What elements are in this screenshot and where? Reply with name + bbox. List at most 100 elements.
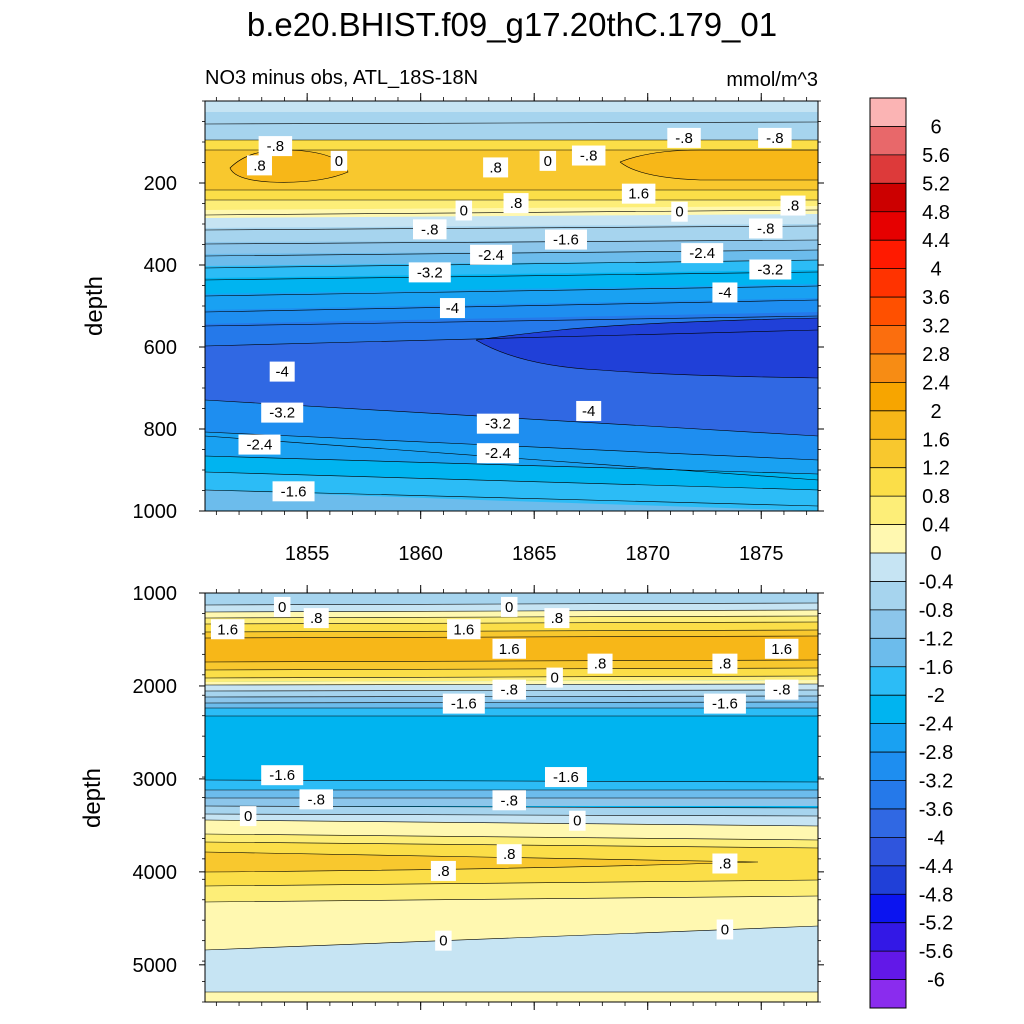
contour-label-box bbox=[716, 919, 734, 940]
bottom-contour-labels: 0 .8 1.6 0 .8 1.6 1.6 .8 0 .8 1.6 -.8 -.8 -1.6 -1.6 -1.… bbox=[210, 596, 799, 951]
contour-label-box bbox=[272, 481, 315, 502]
contour-label-box bbox=[569, 810, 586, 831]
contour-label-box bbox=[303, 608, 329, 629]
contour-label-text: 0 bbox=[460, 202, 468, 219]
contour-label: -1.6 bbox=[544, 229, 587, 250]
contour-label-text: -4 bbox=[582, 403, 595, 420]
contour-label: -3.2 bbox=[749, 259, 792, 280]
colorbar-swatch bbox=[870, 382, 906, 412]
contour-label-text: .8 bbox=[551, 610, 564, 627]
contour-label: .8 bbox=[246, 155, 272, 176]
contour-label-text: 0 bbox=[573, 813, 581, 830]
contour-label-box bbox=[780, 195, 806, 216]
bottom-band-mid bbox=[205, 716, 818, 782]
contour-label-box bbox=[703, 693, 746, 714]
contour-label: 1.6 bbox=[764, 638, 799, 659]
contour-label-text: 0 bbox=[244, 808, 252, 825]
contour-label-box bbox=[671, 201, 688, 222]
contour-label-text: .8 bbox=[510, 195, 523, 212]
contour-label-text: .8 bbox=[503, 846, 516, 863]
contour-label-text: -.8 bbox=[500, 682, 518, 699]
chart-title: b.e20.BHIST.f09_g17.20thC.179_01 bbox=[247, 6, 777, 43]
contour-label-text: -.8 bbox=[267, 138, 285, 155]
contour-label-box bbox=[571, 145, 606, 166]
contour-label-box bbox=[500, 596, 518, 617]
contour-label-text: -4 bbox=[446, 300, 459, 317]
colorbar-swatch bbox=[870, 609, 906, 639]
colorbar-swatch bbox=[870, 268, 906, 298]
colorbar-swatch bbox=[870, 240, 906, 270]
contour-label-box bbox=[712, 653, 738, 674]
contour-label-box bbox=[587, 653, 613, 674]
bottom-band-yellow bbox=[205, 622, 818, 632]
contour-label: -4 bbox=[439, 298, 465, 319]
contour-label-box bbox=[712, 853, 738, 874]
contour-label-box bbox=[299, 789, 333, 810]
contour-label-text: .8 bbox=[489, 159, 502, 176]
colorbar-level-label: 2 bbox=[930, 401, 941, 423]
colorbar-level-label: -1.2 bbox=[919, 628, 953, 650]
contour-label-box bbox=[273, 596, 291, 617]
contour-label-box bbox=[483, 157, 509, 178]
contour-label-box bbox=[764, 638, 799, 659]
contour-label-text: .8 bbox=[253, 157, 266, 174]
bottom-band-pale-b bbox=[205, 820, 818, 840]
contour-label-text: 1.6 bbox=[628, 186, 649, 203]
contour-label: -.8 bbox=[413, 219, 447, 240]
bottom-panel: 1000 2000 3000 4000 5000 0 .8 1.6 0 .8 1.6 1.6 .8 0.… bbox=[79, 583, 824, 1010]
contour-label-box bbox=[576, 400, 602, 421]
colorbar-swatch bbox=[870, 439, 906, 469]
contour-label: -2.4 bbox=[470, 244, 513, 265]
colorbar-swatch bbox=[870, 695, 906, 725]
contour-label-text: .8 bbox=[310, 610, 323, 627]
contour-label-text: -1.6 bbox=[553, 232, 579, 249]
contour-label-text: 0 bbox=[505, 599, 513, 616]
contour-label-text: .8 bbox=[787, 198, 800, 215]
colorbar-level-label: -4.8 bbox=[919, 884, 953, 906]
bottom-y-tick-label: 4000 bbox=[133, 862, 178, 884]
bottom-band-light-yellow bbox=[205, 616, 818, 624]
contour-label-box bbox=[258, 136, 293, 157]
colorbar-swatch bbox=[870, 865, 906, 895]
contour-label-text: -.8 bbox=[580, 148, 598, 165]
colorbar-level-label: 6 bbox=[930, 116, 941, 138]
top-band-deep-16 bbox=[205, 490, 818, 511]
contour-label-text: 1.6 bbox=[453, 621, 474, 638]
contour-label-text: -.8 bbox=[307, 791, 325, 808]
contour-label: -.8 bbox=[492, 790, 526, 811]
bottom-band-yellow2 bbox=[205, 668, 818, 678]
colorbar-swatch bbox=[870, 467, 906, 497]
colorbar-level-label: -3.2 bbox=[919, 771, 953, 793]
contour-label-box bbox=[667, 127, 701, 148]
contour-label: -4 bbox=[712, 282, 738, 303]
bottom-y-tick-label: 2000 bbox=[133, 676, 178, 698]
x-tick-label: 1870 bbox=[625, 543, 670, 565]
contour-label-text: 0 bbox=[721, 921, 729, 938]
bottom-y-axis: 1000 2000 3000 4000 5000 bbox=[133, 583, 824, 1003]
bottom-band-04b bbox=[205, 814, 818, 826]
top-y-tick-label: 800 bbox=[144, 419, 177, 441]
contour-label: -1.6 bbox=[261, 765, 304, 786]
top-y-tick-label: 600 bbox=[144, 337, 177, 359]
contour-label-text: -3.2 bbox=[757, 262, 783, 279]
top-panel: 200 400 600 800 1000 1855 1860 1865 1870 1875 -.… bbox=[81, 93, 824, 565]
contour-label-text: 0 bbox=[335, 153, 343, 170]
contour-label-text: -4 bbox=[276, 364, 289, 381]
contour-label-text: -1.6 bbox=[269, 767, 295, 784]
bottom-band-20 bbox=[205, 708, 818, 716]
top-band-surface-blue bbox=[205, 110, 818, 140]
bottom-band-20b bbox=[205, 780, 818, 790]
top-y-axis-title: depth bbox=[81, 276, 108, 336]
colorbar-swatch bbox=[870, 723, 906, 753]
colorbar-level-label: 1.6 bbox=[922, 429, 950, 451]
bottom-band-orange-b bbox=[205, 852, 758, 872]
colorbar-level-label: -0.8 bbox=[919, 600, 953, 622]
colorbar-level-label: 5.2 bbox=[922, 173, 950, 195]
contour-label-box bbox=[439, 298, 465, 319]
bottom-x-axis bbox=[215, 585, 808, 1010]
contour-label: -.8 bbox=[667, 127, 701, 148]
colorbar-level-label: 0 bbox=[930, 543, 941, 565]
contour-label-box bbox=[442, 693, 485, 714]
contour-label: -4 bbox=[576, 400, 602, 421]
